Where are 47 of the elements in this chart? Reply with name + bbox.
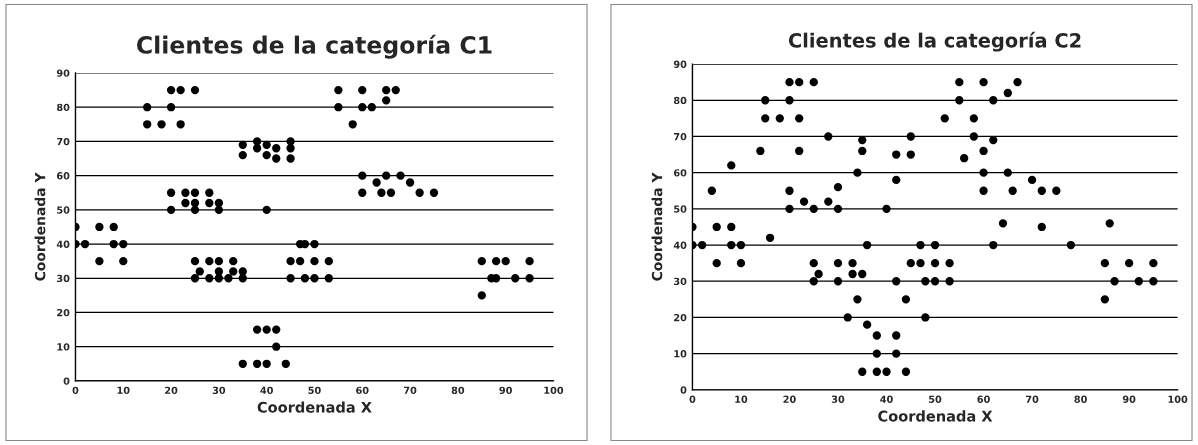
- x-tick-label: 0: [72, 386, 79, 394]
- x-tick-label: 80: [451, 386, 465, 394]
- y-tick-label: 20: [57, 308, 70, 317]
- x-tick-label: 90: [1122, 395, 1136, 403]
- y-tick-label: 50: [57, 206, 70, 214]
- y-tick-label: 10: [57, 343, 70, 351]
- y-tick-label: 90: [673, 60, 687, 68]
- x-tick-label: 10: [735, 395, 748, 403]
- x-tick-label: 50: [308, 386, 321, 394]
- x-tick-label: 40: [260, 386, 273, 394]
- x-tick-label: 40: [880, 395, 893, 403]
- y-tick-label: 60: [56, 172, 70, 180]
- y-tick-label: 70: [57, 137, 70, 146]
- chart-title: Clientes de la categoría C2: [788, 31, 1081, 52]
- x-tick-label: 100: [1168, 395, 1188, 403]
- x-tick-label: 90: [499, 386, 512, 394]
- x-tick-label: 10: [117, 386, 130, 394]
- x-tick-label: 20: [783, 395, 796, 403]
- x-tick-label: 30: [212, 386, 226, 394]
- y-tick-label: 0: [63, 377, 70, 385]
- x-tick-label: 70: [403, 386, 417, 394]
- y-tick-label: 50: [674, 205, 687, 213]
- y-tick-label: 80: [56, 103, 70, 112]
- y-tick-label: 60: [673, 169, 687, 177]
- x-axis-title: Coordenada X: [257, 401, 372, 413]
- x-tick-label: 60: [356, 386, 369, 394]
- x-tick-label: 70: [1025, 395, 1039, 403]
- y-tick-label: 90: [56, 69, 70, 77]
- x-tick-label: 30: [831, 395, 845, 403]
- y-tick-label: 30: [57, 274, 70, 283]
- y-tick-label: 20: [674, 313, 687, 322]
- x-tick-label: 0: [689, 395, 696, 403]
- y-tick-label: 40: [56, 240, 70, 248]
- y-tick-label: 40: [673, 241, 687, 249]
- y-tick-label: 30: [674, 277, 687, 286]
- x-tick-label: 100: [544, 386, 564, 394]
- y-axis-title: Coordenada Y: [34, 172, 46, 281]
- y-tick-label: 80: [673, 96, 687, 105]
- x-tick-label: 60: [977, 395, 990, 403]
- x-tick-label: 20: [165, 386, 178, 394]
- x-axis-title: Coordenada X: [878, 410, 993, 422]
- y-axis-title: Coordenada Y: [651, 172, 663, 281]
- y-tick-label: 10: [674, 350, 687, 358]
- x-tick-label: 50: [929, 395, 942, 403]
- y-tick-label: 70: [674, 132, 687, 141]
- x-tick-label: 80: [1074, 395, 1087, 403]
- chart-title: Clientes de la categoría C1: [137, 34, 492, 59]
